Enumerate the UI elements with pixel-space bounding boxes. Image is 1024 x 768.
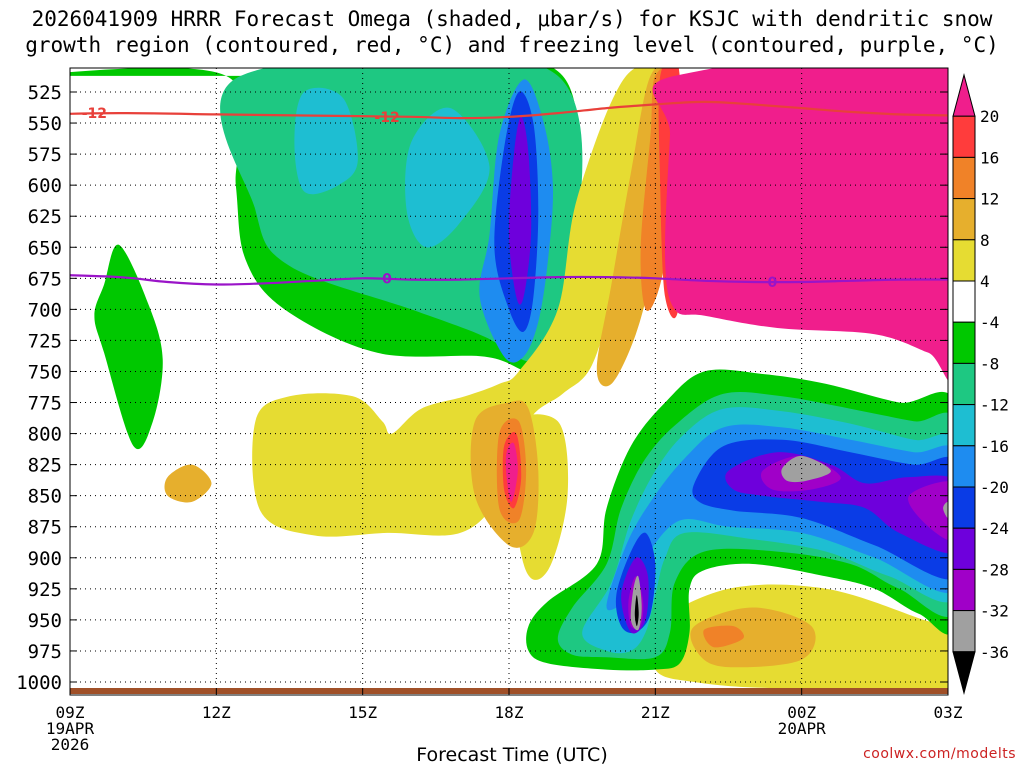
colorbar-segment	[952, 527, 976, 570]
colorbar-segment	[952, 445, 976, 488]
colorbar-label: -36	[980, 643, 1009, 662]
omega-region-neg32	[908, 481, 948, 541]
colorbar-segment	[952, 115, 976, 158]
y-axis: 525 550 575 600 625 650 675 700 725 750 775 800 825 8…	[16, 82, 948, 694]
colorbar-label: -20	[980, 478, 1009, 497]
freezing-level-contour-label: 0	[768, 275, 778, 291]
y-tick-label: 550	[28, 113, 62, 135]
y-tick-label: 625	[28, 206, 62, 228]
omega-shaded-regions	[70, 68, 948, 690]
x-axis-label: Forecast Time (UTC)	[416, 744, 608, 766]
omega-region-neg40	[634, 595, 639, 627]
x-tick-label: 2026	[51, 735, 90, 754]
omega-region-neg16	[405, 107, 490, 248]
omega-region-neg36	[781, 455, 831, 483]
y-tick-label: 900	[28, 548, 62, 570]
x-tick-label: 03Z	[934, 703, 963, 722]
freezing-level-contour-line	[70, 274, 948, 286]
x-tick-label: 20APR	[778, 719, 827, 738]
colorbar-top-triangle	[952, 73, 976, 117]
y-tick-label: 825	[28, 455, 62, 477]
x-tick-label: 12Z	[202, 703, 231, 722]
colorbar-label: 8	[980, 231, 990, 250]
omega-region-neg16	[294, 87, 358, 195]
x-tick-label: 21Z	[641, 703, 670, 722]
y-tick-label: 1000	[16, 672, 62, 694]
omega-region-4	[252, 68, 676, 537]
omega-region-20	[652, 68, 948, 381]
colorbar-label: 20	[980, 107, 999, 126]
colorbar-label: -16	[980, 437, 1009, 456]
omega-region-20	[505, 442, 518, 502]
contour-lines: -12 -12 0 0	[70, 100, 948, 291]
dgz-contour-label: -12	[374, 110, 399, 126]
colorbar-segment	[952, 486, 976, 529]
y-tick-label: 725	[28, 330, 62, 352]
y-tick-label: 700	[28, 299, 62, 321]
colorbar-segment	[952, 156, 976, 200]
colorbar-label: 4	[980, 272, 990, 291]
y-tick-label: 750	[28, 361, 62, 383]
omega-region-neg36	[943, 501, 948, 518]
freezing-level-contour-label: 0	[382, 271, 392, 287]
y-tick-label: 975	[28, 641, 62, 663]
y-tick-label: 800	[28, 424, 62, 446]
colorbar-segment	[952, 321, 976, 364]
dgz-contour-label: -12	[82, 106, 107, 122]
omega-region-8	[164, 464, 212, 503]
colorbar-label: -32	[980, 602, 1009, 621]
x-tick-label: 18Z	[495, 703, 524, 722]
dgz-contour-line	[70, 100, 948, 120]
omega-region-8	[690, 607, 816, 668]
colorbar: 20 16 12 8 4 -4 -8 -12 -16 -20 -24 -28 -32 -36	[952, 73, 1009, 695]
colorbar-segment	[952, 610, 976, 653]
y-tick-label: 600	[28, 175, 62, 197]
colorbar-segment	[952, 280, 976, 323]
y-tick-label: 525	[28, 82, 62, 104]
colorbar-segment	[952, 568, 976, 612]
colorbar-segment	[952, 362, 976, 406]
x-tick-label: 19APR	[46, 719, 95, 738]
y-tick-label: 950	[28, 610, 62, 632]
colorbar-label: 12	[980, 190, 999, 209]
chart-title: 2026041909 HRRR Forecast Omega (shaded, …	[0, 6, 1024, 58]
credit-text: coolwx.com/modelts	[863, 746, 1016, 762]
colorbar-segment	[952, 404, 976, 447]
y-tick-label: 575	[28, 144, 62, 166]
colorbar-bottom-triangle	[952, 651, 976, 695]
colorbar-label: -8	[980, 354, 999, 373]
chart-title-line-2: growth region (contoured, red, °C) and f…	[25, 33, 999, 57]
colorbar-label: 16	[980, 148, 999, 167]
omega-region-12	[703, 625, 744, 648]
y-tick-label: 650	[28, 237, 62, 259]
y-tick-label: 775	[28, 393, 62, 415]
y-tick-label: 850	[28, 486, 62, 508]
omega-region-neg24	[508, 116, 532, 305]
x-tick-label: 09Z	[56, 703, 85, 722]
colorbar-label: -4	[980, 313, 999, 332]
x-tick-label: 00Z	[787, 703, 816, 722]
y-tick-label: 925	[28, 579, 62, 601]
y-tick-label: 875	[28, 517, 62, 539]
grid-lines	[70, 68, 948, 688]
colorbar-label: -28	[980, 560, 1009, 579]
x-tick-label: 15Z	[348, 703, 377, 722]
colorbar-label: -12	[980, 396, 1009, 415]
colorbar-segment	[952, 198, 976, 241]
colorbar-label: -24	[980, 519, 1009, 538]
colorbar-segment	[952, 239, 976, 282]
omega-region-neg8	[94, 244, 163, 450]
y-tick-label: 675	[28, 268, 62, 290]
chart-title-line-1: 2026041909 HRRR Forecast Omega (shaded, …	[31, 7, 993, 31]
